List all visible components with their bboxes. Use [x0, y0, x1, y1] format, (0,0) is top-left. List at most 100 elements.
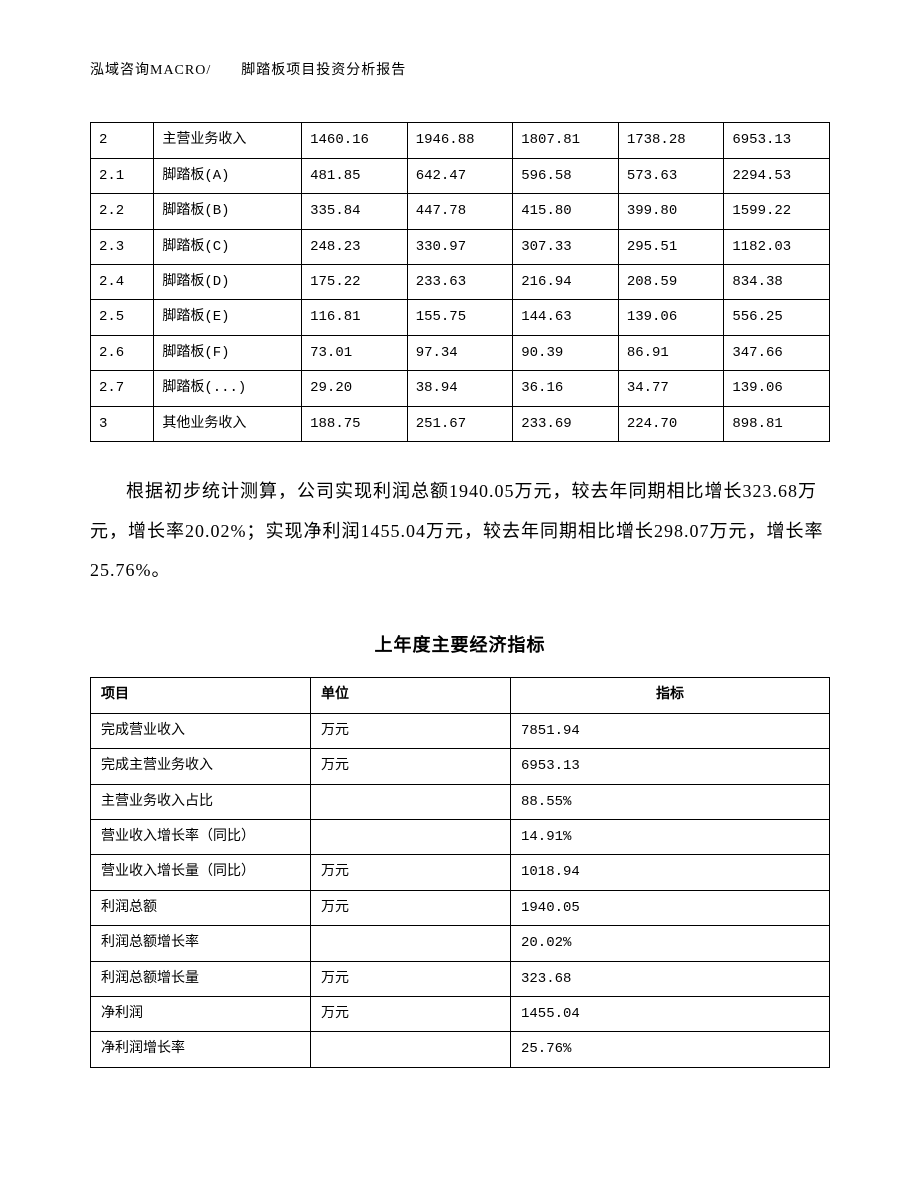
table-row: 利润总额增长量万元323.68: [91, 961, 830, 996]
cell-value: 834.38: [724, 264, 830, 299]
cell-value: 90.39: [513, 335, 619, 370]
cell-unit: [311, 784, 511, 819]
table-row: 净利润增长率25.76%: [91, 1032, 830, 1067]
cell-value: 97.34: [407, 335, 513, 370]
cell-value: 175.22: [302, 264, 408, 299]
table-row: 净利润万元1455.04: [91, 997, 830, 1032]
cell-value: 399.80: [618, 194, 724, 229]
cell-value: 1807.81: [513, 123, 619, 158]
cell-name: 脚踏板(B): [154, 194, 302, 229]
table-row: 2.2脚踏板(B)335.84447.78415.80399.801599.22: [91, 194, 830, 229]
table-row: 2.5脚踏板(E)116.81155.75144.63139.06556.25: [91, 300, 830, 335]
cell-index: 2.1: [91, 158, 154, 193]
cell-value: 14.91%: [511, 820, 830, 855]
table-row: 营业收入增长量（同比）万元1018.94: [91, 855, 830, 890]
summary-paragraph: 根据初步统计测算，公司实现利润总额1940.05万元，较去年同期相比增长323.…: [90, 472, 830, 591]
cell-value: 1940.05: [511, 890, 830, 925]
cell-value: 642.47: [407, 158, 513, 193]
col-header-value: 指标: [511, 678, 830, 713]
table-row: 营业收入增长率（同比） 14.91%: [91, 820, 830, 855]
table2-header-row: 项目 单位 指标: [91, 678, 830, 713]
cell-name: 脚踏板(A): [154, 158, 302, 193]
cell-value: 20.02%: [511, 926, 830, 961]
cell-value: 7851.94: [511, 713, 830, 748]
page-header: 泓域咨询MACRO/ 脚踏板项目投资分析报告: [90, 60, 830, 82]
table-row: 完成主营业务收入万元6953.13: [91, 749, 830, 784]
table-row: 完成营业收入万元7851.94: [91, 713, 830, 748]
cell-unit: 万元: [311, 749, 511, 784]
cell-item: 营业收入增长率（同比）: [91, 820, 311, 855]
cell-value: 25.76%: [511, 1032, 830, 1067]
cell-item: 净利润: [91, 997, 311, 1032]
cell-value: 86.91: [618, 335, 724, 370]
section-title: 上年度主要经济指标: [90, 631, 830, 660]
table-row: 主营业务收入占比88.55%: [91, 784, 830, 819]
cell-value: 596.58: [513, 158, 619, 193]
cell-value: 251.67: [407, 406, 513, 441]
cell-value: 573.63: [618, 158, 724, 193]
cell-value: 330.97: [407, 229, 513, 264]
cell-name: 脚踏板(D): [154, 264, 302, 299]
cell-index: 2.5: [91, 300, 154, 335]
cell-index: 2.6: [91, 335, 154, 370]
table-row: 2.4脚踏板(D)175.22233.63216.94208.59834.38: [91, 264, 830, 299]
cell-value: 139.06: [618, 300, 724, 335]
cell-item: 利润总额增长量: [91, 961, 311, 996]
cell-unit: 万元: [311, 997, 511, 1032]
cell-value: 248.23: [302, 229, 408, 264]
cell-item: 利润总额增长率: [91, 926, 311, 961]
cell-unit: 万元: [311, 713, 511, 748]
cell-item: 完成主营业务收入: [91, 749, 311, 784]
cell-name: 脚踏板(F): [154, 335, 302, 370]
table-row: 3其他业务收入188.75251.67233.69224.70898.81: [91, 406, 830, 441]
cell-index: 2: [91, 123, 154, 158]
cell-index: 2.7: [91, 371, 154, 406]
cell-value: 233.63: [407, 264, 513, 299]
cell-value: 73.01: [302, 335, 408, 370]
cell-name: 主营业务收入: [154, 123, 302, 158]
cell-value: 188.75: [302, 406, 408, 441]
cell-unit: 万元: [311, 855, 511, 890]
cell-index: 3: [91, 406, 154, 441]
cell-value: 144.63: [513, 300, 619, 335]
table-row: 2.3脚踏板(C)248.23330.97307.33295.511182.03: [91, 229, 830, 264]
cell-value: 447.78: [407, 194, 513, 229]
cell-index: 2.4: [91, 264, 154, 299]
cell-name: 脚踏板(C): [154, 229, 302, 264]
cell-index: 2.3: [91, 229, 154, 264]
revenue-breakdown-tbody: 2主营业务收入1460.161946.881807.811738.286953.…: [91, 123, 830, 442]
cell-item: 营业收入增长量（同比）: [91, 855, 311, 890]
cell-value: 898.81: [724, 406, 830, 441]
cell-value: 1599.22: [724, 194, 830, 229]
table-row: 2.7脚踏板(...)29.2038.9436.1634.77139.06: [91, 371, 830, 406]
cell-value: 88.55%: [511, 784, 830, 819]
header-text: 泓域咨询MACRO/ 脚踏板项目投资分析报告: [90, 63, 406, 78]
col-header-unit: 单位: [311, 678, 511, 713]
cell-value: 1460.16: [302, 123, 408, 158]
cell-name: 其他业务收入: [154, 406, 302, 441]
cell-unit: [311, 1032, 511, 1067]
economic-indicators-table: 项目 单位 指标 完成营业收入万元7851.94完成主营业务收入万元6953.1…: [90, 677, 830, 1067]
cell-value: 116.81: [302, 300, 408, 335]
cell-value: 1946.88: [407, 123, 513, 158]
cell-value: 36.16: [513, 371, 619, 406]
cell-value: 1455.04: [511, 997, 830, 1032]
cell-value: 1182.03: [724, 229, 830, 264]
revenue-breakdown-table: 2主营业务收入1460.161946.881807.811738.286953.…: [90, 122, 830, 442]
cell-value: 1738.28: [618, 123, 724, 158]
cell-unit: [311, 926, 511, 961]
cell-name: 脚踏板(...): [154, 371, 302, 406]
table-row: 2.1脚踏板(A)481.85642.47596.58573.632294.53: [91, 158, 830, 193]
cell-value: 38.94: [407, 371, 513, 406]
cell-item: 完成营业收入: [91, 713, 311, 748]
cell-value: 233.69: [513, 406, 619, 441]
cell-value: 6953.13: [511, 749, 830, 784]
cell-value: 415.80: [513, 194, 619, 229]
cell-value: 1018.94: [511, 855, 830, 890]
cell-value: 2294.53: [724, 158, 830, 193]
cell-value: 34.77: [618, 371, 724, 406]
economic-indicators-tbody: 完成营业收入万元7851.94完成主营业务收入万元6953.13主营业务收入占比…: [91, 713, 830, 1067]
cell-value: 556.25: [724, 300, 830, 335]
cell-unit: 万元: [311, 961, 511, 996]
cell-unit: [311, 820, 511, 855]
